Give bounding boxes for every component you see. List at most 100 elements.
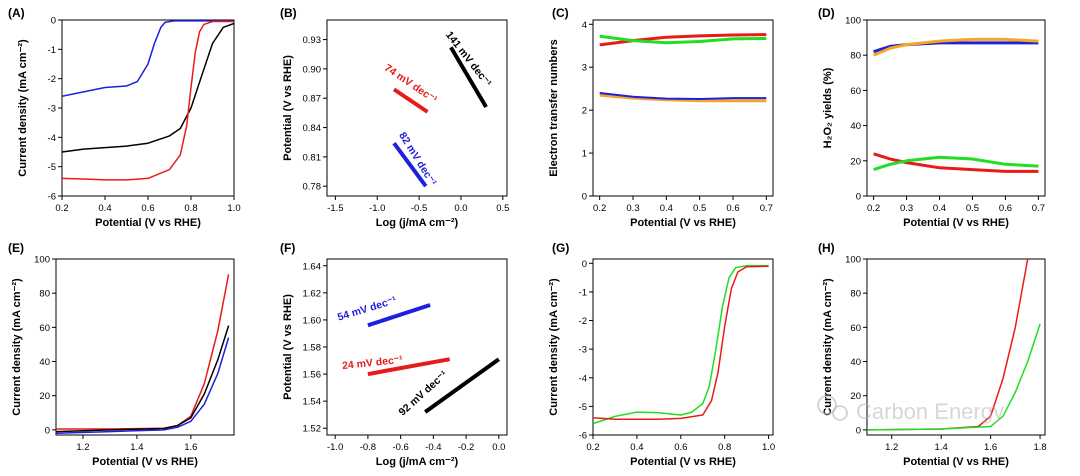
series-line-green xyxy=(867,323,1041,431)
series-line-blue xyxy=(599,92,767,100)
y-axis-label: Current density (mA cm⁻²) xyxy=(822,278,834,416)
y-tick-label: 1.56 xyxy=(303,370,322,381)
series-line-blue xyxy=(367,303,431,328)
panel-label: (B) xyxy=(280,6,297,20)
y-tick-label: -2 xyxy=(579,316,587,327)
y-tick-label: 100 xyxy=(845,16,861,27)
series-line-red xyxy=(62,20,234,181)
y-tick-label: 40 xyxy=(39,357,50,368)
series-group xyxy=(62,20,234,181)
x-tick-label: 0.7 xyxy=(760,203,773,214)
y-tick-label: 4 xyxy=(582,20,587,31)
y-tick-label: 0 xyxy=(45,425,50,436)
chart-b: (B) -1.5 -1.0 -0.5 0.0 0.5 0.78 0.81 0.84 0.87 0.9… xyxy=(280,6,509,229)
chart-e: (E) 1.2 1.4 1.6 0 20 40 60 80 100 Potential (V vs … xyxy=(8,241,235,468)
y-tick-label: -1 xyxy=(48,45,56,56)
y-axis-label: Electron transfer numbers xyxy=(548,39,560,177)
x-axis-label: Potential (V vs RHE) xyxy=(903,456,1009,468)
x-tick-label: 0.3 xyxy=(626,203,639,214)
x-tick-label: 0.7 xyxy=(1032,203,1045,214)
series-group xyxy=(873,37,1039,173)
x-axis-label: Potential (V vs RHE) xyxy=(630,456,736,468)
x-tick-label: 0.8 xyxy=(184,203,197,214)
x-tick-label: 1.6 xyxy=(184,442,197,453)
y-tick-label: 2 xyxy=(582,106,587,117)
x-tick-label: 1.6 xyxy=(984,442,997,453)
series-line-black xyxy=(62,22,234,153)
series-line-black xyxy=(424,357,500,414)
x-axis-label: Potential (V vs RHE) xyxy=(95,217,201,229)
x-tick-label: 0.6 xyxy=(141,203,154,214)
x-tick-label: 1.4 xyxy=(130,442,143,453)
y-tick-label: 0.78 xyxy=(303,182,322,193)
series-group xyxy=(367,303,500,414)
x-tick-label: 1.8 xyxy=(1033,442,1046,453)
y-tick-label: -6 xyxy=(579,431,587,442)
y-tick-label: 80 xyxy=(850,51,861,62)
series-line-red xyxy=(367,357,451,377)
y-tick-label: 1.62 xyxy=(303,288,322,299)
x-tick-label: 0.4 xyxy=(630,442,643,453)
series-line-orange xyxy=(873,37,1039,57)
x-tick-label: 1.2 xyxy=(885,442,898,453)
plot-frame xyxy=(61,19,235,197)
x-tick-label: 1.0 xyxy=(762,442,775,453)
panel-label: (D) xyxy=(818,6,835,20)
plot-frame xyxy=(866,258,1046,436)
panel-label: (H) xyxy=(818,241,835,255)
x-tick-label: -0.2 xyxy=(458,442,474,453)
series-line-blue xyxy=(62,20,234,98)
series-line-red xyxy=(873,152,1039,173)
series-line-red xyxy=(392,87,429,114)
y-axis-label: Potential (V vs RHE) xyxy=(282,55,294,161)
x-tick-label: 0.4 xyxy=(660,203,673,214)
y-tick-label: 0 xyxy=(582,259,587,270)
x-tick-label: 0.4 xyxy=(933,203,946,214)
x-tick-label: 0.4 xyxy=(98,203,111,214)
x-tick-label: 0.6 xyxy=(999,203,1012,214)
y-tick-label: 0.81 xyxy=(303,152,322,163)
y-tick-label: 100 xyxy=(34,255,50,266)
x-tick-label: 0.5 xyxy=(966,203,979,214)
y-tick-label: 20 xyxy=(850,156,861,167)
y-tick-label: -4 xyxy=(48,133,56,144)
x-tick-label: 0.6 xyxy=(726,203,739,214)
series-line-black xyxy=(449,46,488,109)
chart-h: (H) 1.2 1.4 1.6 1.8 0 20 40 60 80 100 Potential (V … xyxy=(818,241,1047,468)
chart-a: (A) 0.2 0.4 0.6 0.8 1.0 0 -1 -2 -3 -4 -5 -6 Potential… xyxy=(8,6,241,229)
y-tick-label: 0.93 xyxy=(303,35,322,46)
y-tick-label: 40 xyxy=(850,357,861,368)
y-axis-label: Current density (mA cm⁻²) xyxy=(17,39,29,177)
y-tick-label: 0 xyxy=(582,192,587,203)
series-line-green xyxy=(599,34,767,45)
y-tick-label: 0.84 xyxy=(303,123,322,134)
tafel-slope-annotation: 92 mV dec⁻¹ xyxy=(396,368,450,418)
series-line-orange xyxy=(599,93,767,103)
y-tick-label: 0 xyxy=(51,16,56,27)
series-line-blue xyxy=(56,337,230,435)
y-axis-label: H₂O₂ yields (%) xyxy=(822,67,834,148)
x-tick-label: 1.0 xyxy=(227,203,240,214)
x-tick-label: 1.2 xyxy=(76,442,89,453)
y-tick-label: 1.52 xyxy=(303,424,322,435)
x-tick-label: 1.4 xyxy=(935,442,948,453)
panel-label: (C) xyxy=(552,6,569,20)
y-tick-label: -3 xyxy=(579,345,587,356)
x-axis-label: Potential (V vs RHE) xyxy=(92,456,198,468)
x-tick-label: -0.8 xyxy=(360,442,376,453)
x-axis-label: Log (j/mA cm⁻²) xyxy=(376,456,459,468)
panel-label: (A) xyxy=(8,6,25,20)
series-line-red xyxy=(593,265,769,421)
chart-g: (G) 0.2 0.4 0.6 0.8 1.0 0 -1 -2 -3 -4 -5 -6 Potential… xyxy=(548,241,775,468)
y-axis-label: Potential (V vs RHE) xyxy=(282,294,294,400)
x-tick-label: 0.5 xyxy=(496,203,509,214)
y-axis-label: Current density (mA cm⁻²) xyxy=(11,278,23,416)
y-tick-label: -4 xyxy=(579,373,587,384)
x-tick-label: 0.3 xyxy=(900,203,913,214)
series-group xyxy=(867,259,1041,431)
tafel-slope-annotation: 82 mV dec⁻¹ xyxy=(396,130,439,189)
series-line-black xyxy=(56,325,230,433)
y-tick-label: 1.64 xyxy=(303,261,322,272)
y-tick-label: 60 xyxy=(850,323,861,334)
